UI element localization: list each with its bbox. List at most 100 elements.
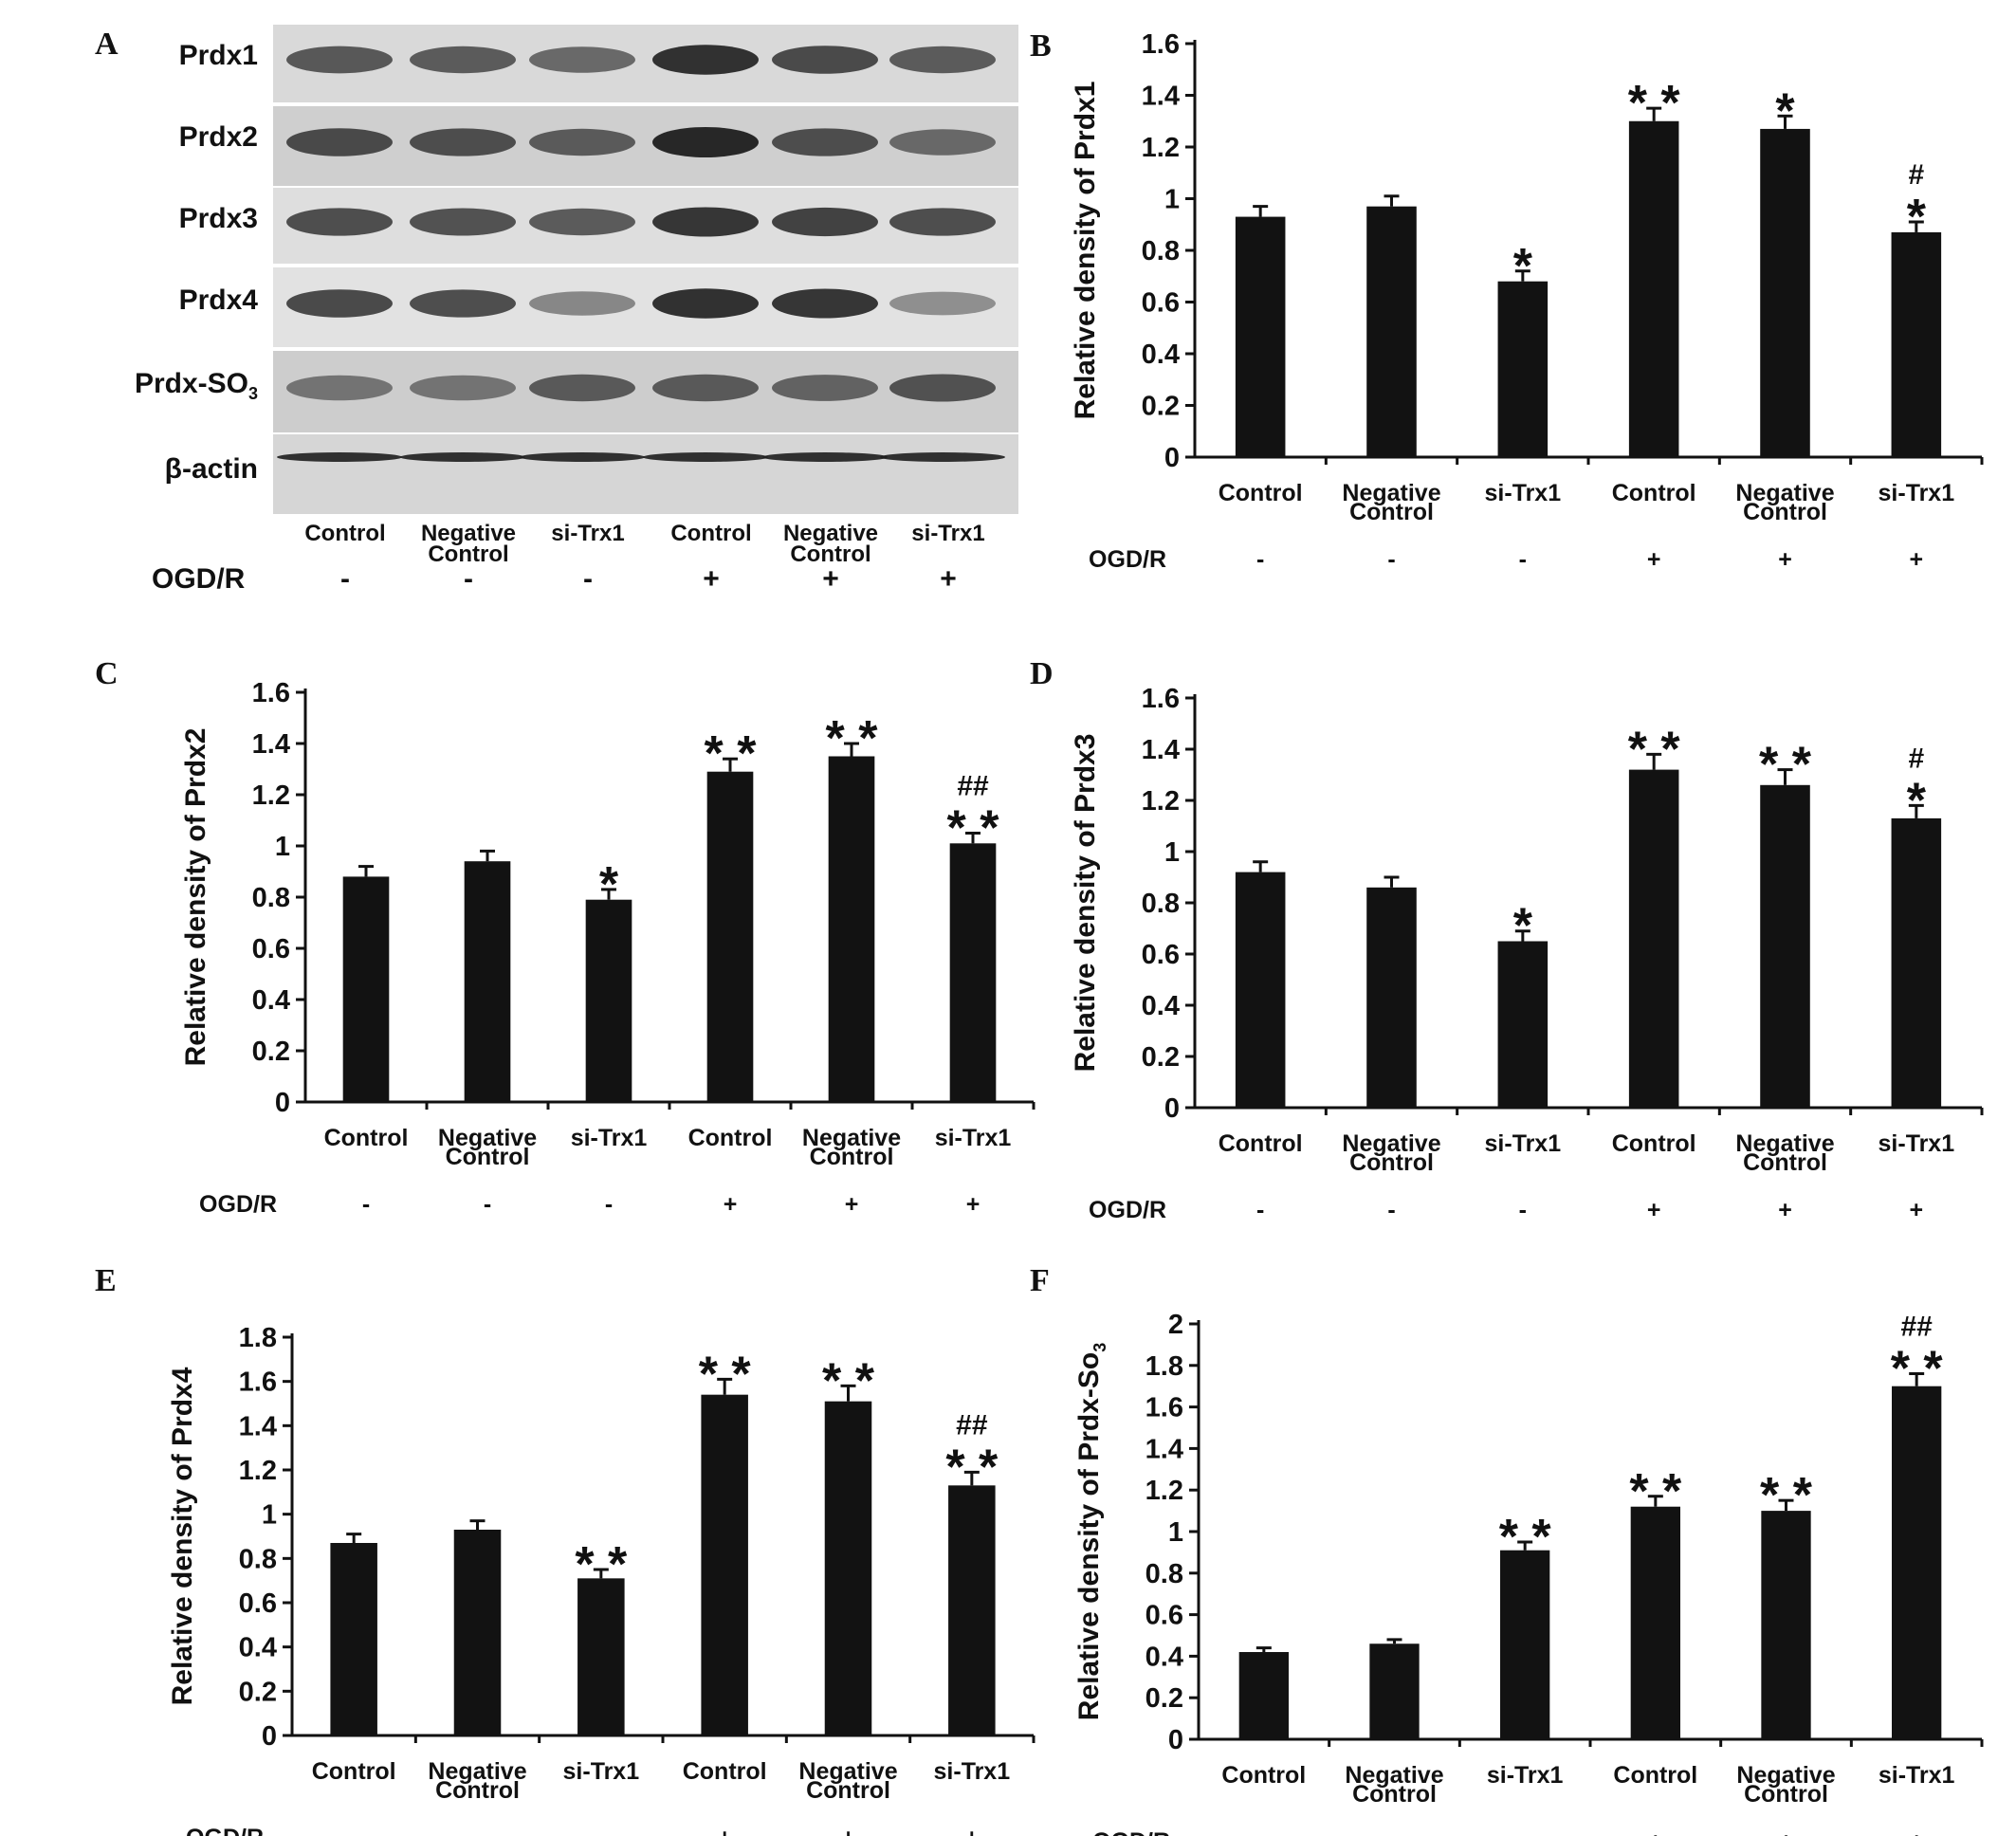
blot-band: [772, 288, 878, 319]
blot-strip: [273, 25, 1018, 102]
blot-row-label-subscript: 3: [247, 384, 258, 403]
ogd-sign: +: [724, 1191, 738, 1218]
bar: [1235, 216, 1286, 457]
x-category-label: Negative Control: [802, 1125, 901, 1170]
ogd-sign: +: [1910, 546, 1924, 573]
x-category-label-line: Negative: [1342, 480, 1440, 506]
blot-lane-label: Negative Control: [782, 521, 879, 567]
blot-band: [286, 289, 393, 318]
blot-band: [652, 207, 759, 237]
blot-band: [652, 288, 759, 319]
x-category-label: si-Trx1: [1879, 1762, 1955, 1789]
blot-strip: [273, 351, 1018, 432]
blot-ogd-sign: -: [583, 563, 593, 595]
y-tick-label: 0.4: [239, 1633, 277, 1663]
blot-strip: [273, 188, 1018, 264]
significance-star: * *: [1628, 76, 1681, 131]
x-category-label-line: Control: [1352, 1781, 1437, 1808]
y-tick-label: 1.2: [252, 780, 290, 811]
x-category-label: Control: [1219, 1130, 1303, 1157]
ogd-sign: -: [1521, 1828, 1529, 1836]
blot-band: [772, 128, 878, 156]
x-category-label: Negative Control: [438, 1125, 537, 1170]
ogd-sign: -: [362, 1191, 370, 1218]
ogd-sign: +: [965, 1825, 980, 1836]
significance-star: *: [1907, 190, 1927, 245]
blot-strip: [273, 434, 1018, 514]
ogd-sign: +: [845, 1191, 859, 1218]
ogd-sign: -: [1390, 1828, 1398, 1836]
y-tick-label: 0.8: [239, 1544, 277, 1574]
significance-hash: #: [1908, 743, 1924, 774]
bar-chart-f: Relative density of Prdx-So3 0 0.2 0.4 0.6 0.…: [1073, 1310, 1984, 1836]
ogd-sign: +: [1649, 1828, 1663, 1836]
panel-letter-b: B: [1030, 28, 1052, 64]
x-category-label-line: Negative: [428, 1758, 526, 1785]
ogd-sign: +: [1647, 546, 1661, 573]
x-category-label-line: Negative: [1736, 1762, 1835, 1789]
ogd-row-label: OGD/R: [1089, 546, 1166, 573]
bar: [1892, 1386, 1942, 1739]
bar: [330, 1543, 377, 1735]
significance-hash: ##: [957, 771, 989, 802]
x-category-label: Negative Control: [1736, 1762, 1835, 1808]
bar: [1760, 128, 1810, 458]
blot-band: [520, 452, 645, 462]
panel-letter-e: E: [95, 1263, 117, 1298]
y-axis-label: Relative density of Prdx1: [1070, 82, 1101, 420]
y-tick-label: 0.6: [1145, 1601, 1183, 1631]
x-category-label-line: Negative: [798, 1758, 897, 1785]
x-category-label: Control: [1613, 1762, 1697, 1789]
y-tick-label: 1: [1168, 1517, 1183, 1548]
y-tick-label: 1.4: [1142, 735, 1180, 765]
y-tick-label: 0.6: [1142, 288, 1180, 319]
significance-star: * *: [575, 1537, 628, 1592]
ogd-sign: +: [1778, 1197, 1792, 1223]
y-axis-label: Relative density of Prdx-So3: [1073, 1343, 1109, 1720]
x-category-label-line: Control: [446, 1144, 530, 1170]
y-tick-label: 0.4: [1142, 340, 1180, 370]
significance-star: *: [1513, 899, 1533, 954]
significance-star: * *: [947, 801, 1000, 856]
y-tick-label: 0.8: [1142, 889, 1180, 919]
y-tick-label: 1.6: [1142, 684, 1180, 714]
x-category-label: Negative Control: [1735, 480, 1834, 525]
x-category-label: Control: [1219, 480, 1303, 506]
panel-letter-f: F: [1030, 1263, 1050, 1298]
ogd-sign: +: [966, 1191, 981, 1218]
y-axis-label: Relative density of Prdx3: [1070, 734, 1101, 1073]
bar: [1891, 231, 1942, 457]
significance-star: * *: [1628, 722, 1681, 777]
bar: [464, 861, 511, 1102]
x-category-label: si-Trx1: [1879, 1130, 1955, 1157]
x-category-label-line: Control: [1744, 1781, 1828, 1808]
y-tick-label: 0.8: [252, 883, 290, 913]
blot-row-label-text: Prdx2: [178, 121, 258, 153]
blot-lane-label: Control: [304, 521, 386, 546]
significance-star: * *: [699, 1347, 752, 1402]
bar: [828, 756, 875, 1102]
y-tick-label: 1.2: [1145, 1476, 1183, 1506]
blot-row-label-text: Prdx-SO: [134, 368, 248, 399]
blot-ogd-sign: +: [822, 563, 839, 595]
significance-star: * *: [822, 1353, 875, 1408]
y-tick-label: 0.4: [1142, 991, 1180, 1021]
x-category-label: Control: [312, 1758, 396, 1785]
blot-row-label: Prdx-SO3: [106, 368, 258, 404]
y-tick-label: 1.4: [239, 1411, 277, 1441]
blot-row-label: Prdx2: [106, 121, 258, 154]
x-category-label: Negative Control: [1342, 1130, 1440, 1176]
blot-ogd-sign: +: [940, 563, 957, 595]
bar: [1497, 941, 1549, 1108]
y-tick-label: 1.8: [1145, 1351, 1183, 1382]
y-tick-label: 1.6: [239, 1368, 277, 1398]
x-category-label: si-Trx1: [1485, 1130, 1562, 1157]
ogd-sign: -: [605, 1191, 613, 1218]
bar: [453, 1530, 502, 1735]
blot-band: [889, 208, 996, 236]
y-axis-label: Relative density of Prdx2: [180, 728, 211, 1067]
blot-row-label-text: Prdx4: [178, 285, 258, 316]
bar: [342, 876, 390, 1102]
y-tick-label: 0.6: [239, 1588, 277, 1619]
x-category-label: Control: [1221, 1762, 1306, 1789]
